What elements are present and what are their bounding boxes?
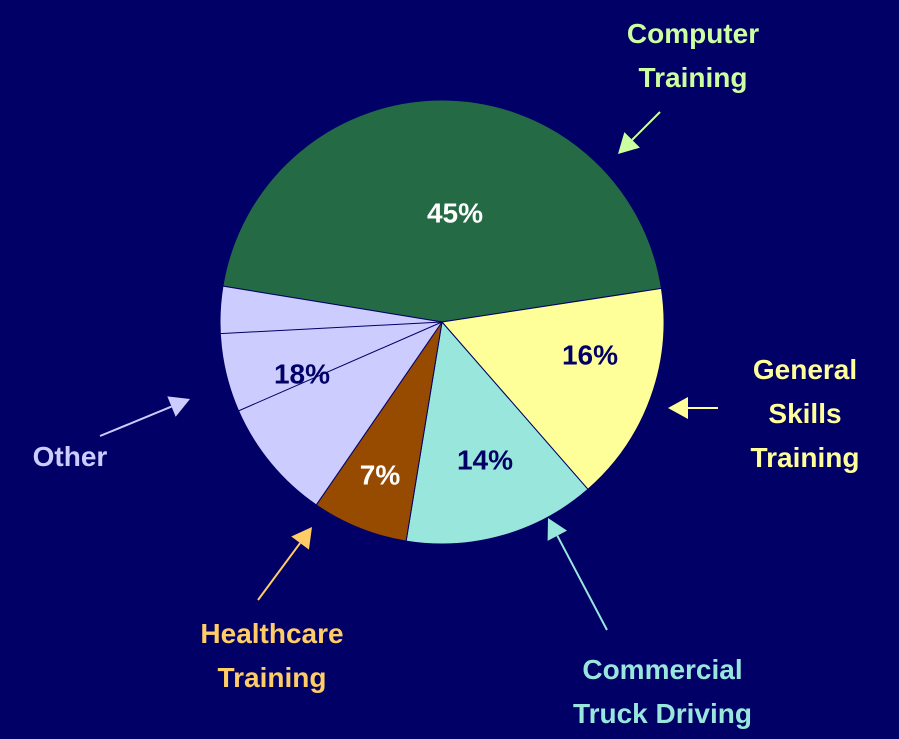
arrow-head xyxy=(618,132,640,154)
value-label: 16% xyxy=(562,339,618,370)
category-label: Computer Training xyxy=(626,18,760,93)
arrow-head xyxy=(668,397,688,419)
pie-slice xyxy=(405,320,589,545)
value-label: 45% xyxy=(427,197,483,228)
arrow-head xyxy=(291,527,312,550)
arrow-line xyxy=(99,405,172,437)
arrow-head xyxy=(547,518,568,541)
pie-slice xyxy=(441,287,665,490)
pie-slice xyxy=(222,99,663,323)
arrow-line xyxy=(631,111,661,141)
value-label: 14% xyxy=(457,444,513,475)
value-label: 7% xyxy=(360,459,401,490)
category-label: Other xyxy=(32,441,108,472)
category-label: General Skills Training xyxy=(750,354,860,473)
value-label: 18% xyxy=(274,358,330,389)
category-label: Healthcare Training xyxy=(200,618,344,693)
category-label: Commercial Truck Driving xyxy=(573,654,752,729)
arrow-line xyxy=(556,535,608,631)
slice-divider xyxy=(220,321,443,335)
slice-divider xyxy=(238,321,443,412)
arrow-head xyxy=(167,396,190,417)
arrow-line xyxy=(257,542,301,601)
pie-slice xyxy=(219,285,443,506)
